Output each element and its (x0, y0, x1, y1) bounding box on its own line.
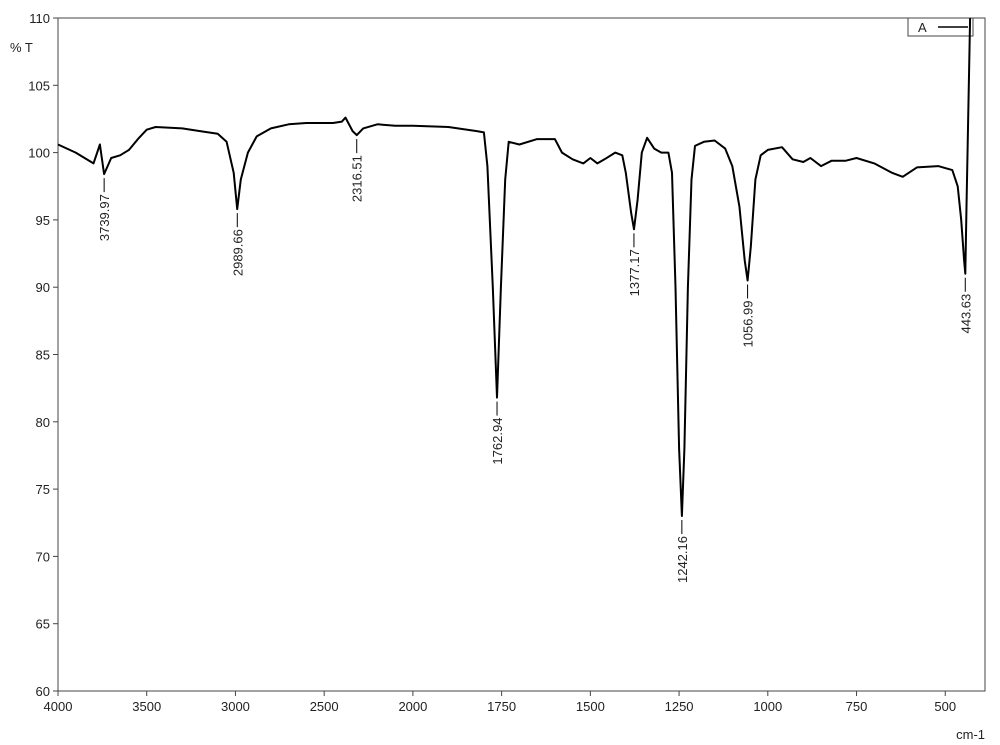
peak-label: 1242.16 (675, 536, 690, 583)
x-tick-label: 2000 (398, 699, 427, 714)
peak-label: 443.63 (958, 294, 973, 334)
x-tick-label: 750 (846, 699, 868, 714)
y-tick-label: 100 (28, 146, 50, 161)
x-tick-label: 3500 (132, 699, 161, 714)
y-tick-label: 80 (36, 415, 50, 430)
x-tick-label: 3000 (221, 699, 250, 714)
x-tick-label: 1500 (576, 699, 605, 714)
y-tick-label: 95 (36, 213, 50, 228)
y-axis-label: % T (10, 40, 33, 55)
y-tick-label: 60 (36, 684, 50, 699)
peak-label: 1377.17 (627, 249, 642, 296)
y-tick-label: 90 (36, 280, 50, 295)
x-tick-label: 1000 (753, 699, 782, 714)
x-tick-label: 4000 (44, 699, 73, 714)
peak-label: 1056.99 (741, 300, 756, 347)
y-tick-label: 105 (28, 78, 50, 93)
x-axis-label: cm-1 (956, 727, 985, 742)
x-tick-label: 500 (934, 699, 956, 714)
peak-label: 2989.66 (230, 229, 245, 276)
x-tick-label: 2500 (310, 699, 339, 714)
y-tick-label: 70 (36, 549, 50, 564)
spectrum-line (57, 17, 972, 517)
x-tick-label: 1750 (487, 699, 516, 714)
y-tick-label: 75 (36, 482, 50, 497)
peak-label: 2316.51 (350, 155, 365, 202)
y-tick-label: 110 (29, 11, 50, 26)
y-tick-label: 65 (36, 617, 50, 632)
y-tick-label: 85 (36, 348, 50, 363)
legend-label: A (918, 20, 927, 35)
x-tick-label: 1250 (665, 699, 694, 714)
peak-label: 3739.97 (97, 194, 112, 241)
plot-frame (57, 17, 986, 692)
peak-label: 1762.94 (490, 418, 505, 465)
